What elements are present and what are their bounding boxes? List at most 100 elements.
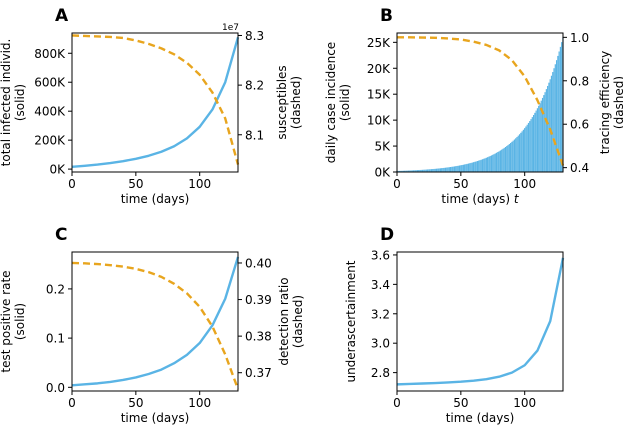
bar (510, 142, 512, 172)
y-axis-label: (solid) (13, 303, 27, 340)
y-tick-label: 600K (34, 76, 66, 90)
y2-axis-label: detection ratio (277, 277, 291, 365)
bar (397, 170, 399, 172)
x-tick-label: 100 (188, 177, 211, 191)
bar (429, 169, 431, 172)
panel-letter: C (55, 225, 67, 245)
y-tick-label: 15K (367, 88, 391, 102)
bar (430, 169, 433, 172)
y2-tick-label: 8.1 (245, 128, 264, 142)
bar (498, 151, 500, 172)
axes-frame (71, 32, 239, 173)
bar (424, 169, 426, 172)
y-tick-label: 3.4 (371, 278, 390, 292)
y-tick-label: 25K (367, 36, 391, 50)
axes-frame (396, 32, 564, 173)
bar (442, 168, 444, 172)
x-tick-label: 100 (513, 177, 536, 191)
bar (471, 162, 473, 172)
y-tick-label: 20K (367, 62, 391, 76)
bar (493, 154, 495, 172)
y-tick-label: 0.2 (46, 282, 65, 296)
bar (469, 163, 471, 172)
bar (545, 89, 547, 172)
bar (524, 128, 526, 172)
y-axis-label: daily case incidence (324, 42, 338, 163)
bar (495, 152, 498, 172)
x-tick-label: 50 (128, 177, 143, 191)
bar (474, 161, 476, 172)
y2-tick-label: 0.39 (245, 293, 272, 307)
y-tick-label: 800K (34, 47, 66, 61)
bar (526, 124, 528, 172)
bar (538, 105, 540, 172)
bar (416, 170, 418, 172)
bar (451, 166, 453, 172)
dashed-series-line (71, 261, 240, 390)
bar (547, 85, 549, 172)
y-tick-label: 200K (34, 134, 66, 148)
y-tick-label: 10K (367, 114, 391, 128)
y2-tick-label: 0.8 (570, 74, 589, 88)
bar (534, 112, 536, 172)
bar (414, 170, 416, 172)
y-tick-label: 2.8 (371, 366, 390, 380)
bar (444, 167, 447, 172)
bar (561, 42, 563, 172)
bar (441, 168, 443, 172)
bar (427, 169, 429, 172)
bar (428, 169, 430, 172)
y-tick-label: 3.6 (371, 248, 390, 262)
bar (529, 121, 531, 172)
bar (550, 75, 553, 172)
bar (467, 163, 470, 172)
bar (419, 169, 421, 172)
bar (512, 140, 514, 172)
panel-a: A 0 50 100 0K 200K 400K 600K 800K 8.1 8.2 8.3 1e7 tim… (0, 6, 303, 206)
bar (446, 167, 448, 172)
x-axis-label: time (days) t (441, 192, 519, 206)
x-tick-label: 0 (68, 177, 76, 191)
bar (405, 170, 407, 172)
bar (447, 167, 449, 172)
bar (559, 46, 562, 172)
bar (438, 168, 440, 172)
bar (478, 160, 480, 172)
bar (409, 170, 411, 172)
bar (485, 157, 487, 172)
bar (406, 170, 408, 172)
bar (501, 149, 503, 172)
bar (457, 165, 459, 172)
bar (401, 170, 403, 172)
y2-tick-label: 0.4 (570, 161, 589, 175)
y-axis-label: (solid) (13, 84, 27, 121)
y-tick-label: 3.0 (371, 337, 390, 351)
bar (549, 79, 551, 172)
bar (516, 136, 518, 172)
panel-d: D 0 50 100 2.8 3.0 3.2 3.4 3.6 time (days) underas… (344, 225, 565, 425)
x-axis-label: time (days) (121, 411, 190, 425)
bar (479, 160, 481, 172)
bar (462, 164, 464, 172)
y-axis-label: test positive rate (0, 270, 13, 372)
panel-c: C 0 50 100 0.0 0.1 0.2 0.37 0.38 0.39 0.40 time (da… (0, 225, 305, 425)
bar (412, 170, 415, 172)
bar (492, 154, 494, 172)
bar (517, 135, 519, 172)
bar (466, 163, 468, 172)
bar (460, 165, 462, 172)
y2-axis-label: (dashed) (612, 76, 623, 129)
bar (456, 165, 458, 172)
axes-frame (396, 251, 564, 392)
y-tick-label: 3.2 (371, 307, 390, 321)
bar (531, 117, 533, 172)
y2-tick-label: 0.40 (245, 256, 272, 270)
bar (527, 122, 530, 172)
panel-letter: A (55, 6, 69, 26)
y2-tick-label: 1.0 (570, 31, 589, 45)
bar (488, 156, 490, 172)
panel-b: B 0 50 100 0K 5K 10K 15K 20K 25K 0.4 0.6 0.8 1.0 time … (324, 6, 623, 206)
bar (455, 166, 457, 172)
bar (402, 170, 404, 172)
